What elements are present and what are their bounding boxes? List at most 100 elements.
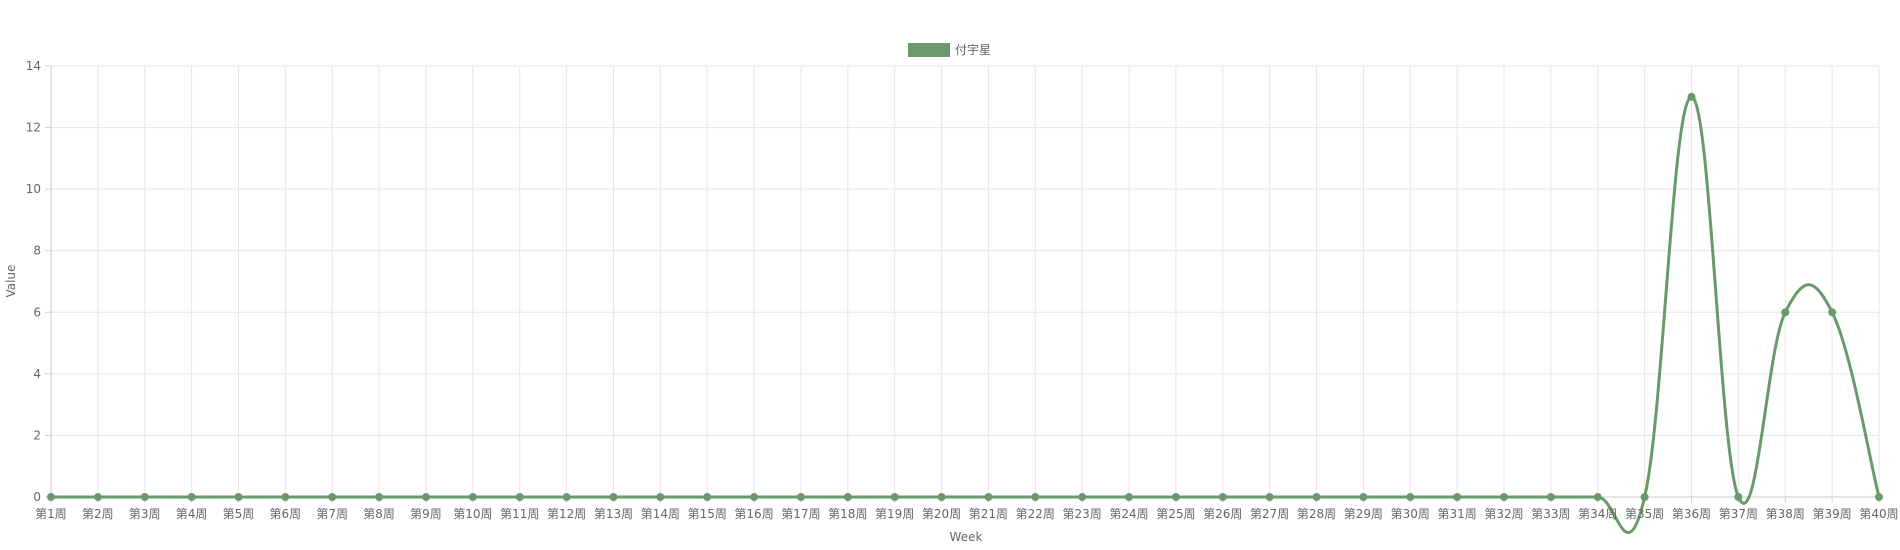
x-tick-label: 第22周 xyxy=(1016,507,1055,521)
x-tick-label: 第23周 xyxy=(1063,507,1102,521)
x-tick-label: 第25周 xyxy=(1156,507,1195,521)
legend-swatch[interactable] xyxy=(908,43,950,57)
x-tick-label: 第31周 xyxy=(1438,507,1477,521)
x-tick-label: 第38周 xyxy=(1766,507,1805,521)
x-tick-label: 第14周 xyxy=(641,507,680,521)
x-tick-label: 第37周 xyxy=(1719,507,1758,521)
x-tick-label: 第27周 xyxy=(1250,507,1289,521)
data-point[interactable] xyxy=(1546,493,1555,501)
data-point[interactable] xyxy=(1359,493,1368,501)
data-point[interactable] xyxy=(1734,493,1743,501)
data-point[interactable] xyxy=(187,493,196,501)
x-tick-label: 第17周 xyxy=(781,507,820,521)
data-point[interactable] xyxy=(1218,493,1227,501)
data-point[interactable] xyxy=(1500,493,1509,501)
data-point[interactable] xyxy=(1875,493,1883,501)
x-tick-label: 第16周 xyxy=(734,507,773,521)
x-tick-label: 第28周 xyxy=(1297,507,1336,521)
x-tick-label: 第4周 xyxy=(176,507,208,521)
data-point[interactable] xyxy=(93,493,102,501)
grid-lines xyxy=(50,65,1880,498)
data-point[interactable] xyxy=(984,493,993,501)
data-point[interactable] xyxy=(140,493,149,501)
data-point[interactable] xyxy=(1593,493,1602,501)
y-tick-label: 8 xyxy=(33,244,41,258)
data-point[interactable] xyxy=(1125,493,1134,501)
y-tick-label: 2 xyxy=(33,428,41,442)
series-line xyxy=(49,95,1881,534)
data-point[interactable] xyxy=(47,493,55,501)
data-point[interactable] xyxy=(750,493,759,501)
y-axis-title: Value xyxy=(4,265,18,298)
data-point[interactable] xyxy=(609,493,618,501)
series-layer xyxy=(47,92,1883,534)
data-point[interactable] xyxy=(703,493,712,501)
x-tick-label: 第34周 xyxy=(1578,507,1617,521)
x-tick-label: 第26周 xyxy=(1203,507,1242,521)
legend[interactable]: 付宇星 xyxy=(908,43,991,57)
x-tick-label: 第32周 xyxy=(1484,507,1523,521)
data-point[interactable] xyxy=(1312,493,1321,501)
x-tick-label: 第19周 xyxy=(875,507,914,521)
x-tick-label: 第6周 xyxy=(270,507,302,521)
x-tick-label: 第29周 xyxy=(1344,507,1383,521)
data-point[interactable] xyxy=(656,493,665,501)
data-point[interactable] xyxy=(937,493,946,501)
x-tick-label: 第35周 xyxy=(1625,507,1664,521)
data-point[interactable] xyxy=(1171,493,1180,501)
data-point[interactable] xyxy=(1828,308,1837,317)
x-tick-label: 第3周 xyxy=(129,507,161,521)
y-tick-label: 10 xyxy=(26,182,41,196)
data-point[interactable] xyxy=(421,493,430,501)
x-tick-label: 第33周 xyxy=(1531,507,1570,521)
x-tick-label: 第11周 xyxy=(500,507,539,521)
data-point[interactable] xyxy=(562,493,571,501)
data-point[interactable] xyxy=(515,493,524,501)
data-point[interactable] xyxy=(890,493,899,501)
data-point[interactable] xyxy=(1406,493,1415,501)
y-tick-label: 6 xyxy=(33,305,41,319)
x-tick-label: 第8周 xyxy=(363,507,395,521)
data-point[interactable] xyxy=(1687,92,1696,101)
x-tick-label: 第21周 xyxy=(969,507,1008,521)
y-tick-label: 14 xyxy=(26,59,41,73)
legend-label[interactable]: 付宇星 xyxy=(955,43,991,57)
x-tick-label: 第15周 xyxy=(688,507,727,521)
x-tick-label: 第12周 xyxy=(547,507,586,521)
x-tick-label: 第20周 xyxy=(922,507,961,521)
data-point[interactable] xyxy=(1031,493,1040,501)
x-tick-label: 第7周 xyxy=(316,507,348,521)
axes xyxy=(45,65,1880,503)
data-point[interactable] xyxy=(234,493,243,501)
data-point[interactable] xyxy=(1078,493,1087,501)
data-point[interactable] xyxy=(468,493,477,501)
y-tick-label: 0 xyxy=(33,490,41,504)
x-tick-label: 第39周 xyxy=(1812,507,1851,521)
x-tick-label: 第30周 xyxy=(1391,507,1430,521)
x-tick-label: 第36周 xyxy=(1672,507,1711,521)
data-point[interactable] xyxy=(281,493,290,501)
x-tick-label: 第13周 xyxy=(594,507,633,521)
x-tick-label: 第10周 xyxy=(453,507,492,521)
data-point[interactable] xyxy=(1265,493,1274,501)
data-point[interactable] xyxy=(1453,493,1462,501)
x-tick-label: 第9周 xyxy=(410,507,442,521)
x-tick-label: 第1周 xyxy=(35,507,67,521)
x-tick-label: 第18周 xyxy=(828,507,867,521)
data-point[interactable] xyxy=(796,493,805,501)
x-axis-title: Week xyxy=(950,530,983,544)
data-point[interactable] xyxy=(328,493,337,501)
x-tick-label: 第5周 xyxy=(223,507,255,521)
data-point[interactable] xyxy=(1640,493,1649,501)
data-point[interactable] xyxy=(843,493,852,501)
data-point[interactable] xyxy=(375,493,384,501)
y-tick-label: 4 xyxy=(33,367,41,381)
y-tick-label: 12 xyxy=(26,121,41,135)
x-tick-label: 第2周 xyxy=(82,507,114,521)
data-point[interactable] xyxy=(1781,308,1790,317)
x-tick-label: 第24周 xyxy=(1109,507,1148,521)
x-tick-label: 第40周 xyxy=(1859,507,1898,521)
